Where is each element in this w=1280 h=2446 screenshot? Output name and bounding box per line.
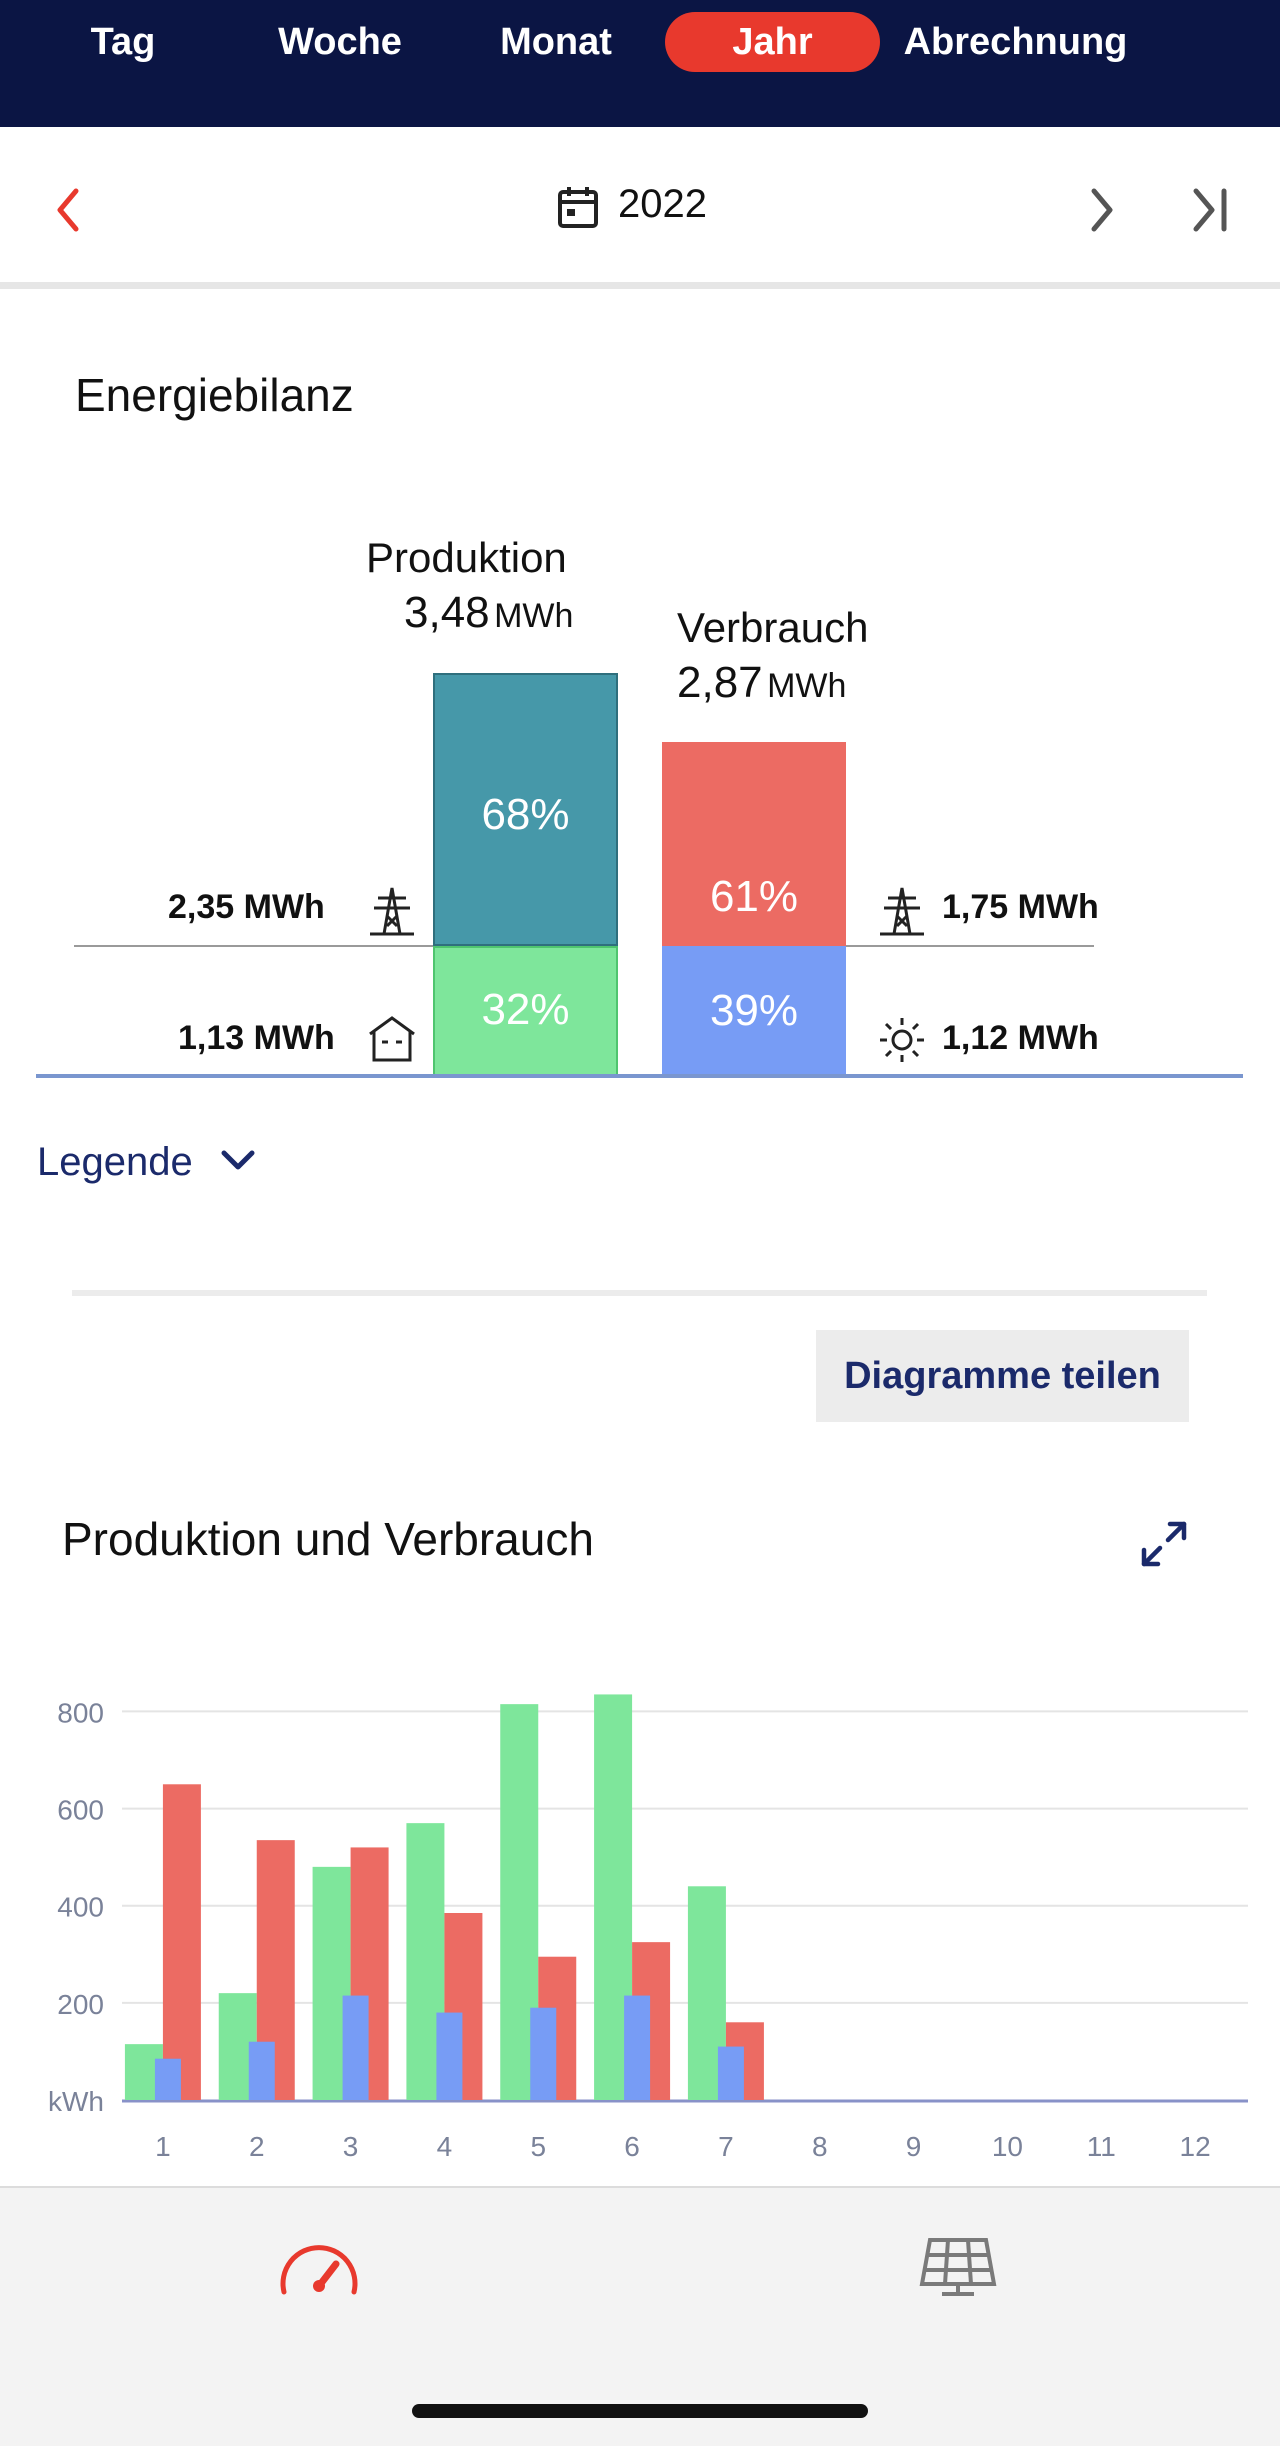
x-tick-label: 7	[718, 2131, 734, 2162]
share-charts-button[interactable]: Diagramme teilen	[816, 1330, 1189, 1422]
chevron-down-icon	[221, 1150, 255, 1170]
tab-month[interactable]: Monat	[500, 21, 612, 63]
chevron-left-icon[interactable]	[48, 183, 92, 237]
baseline	[36, 1074, 1243, 1078]
x-tick-label: 11	[1087, 2131, 1116, 2162]
solar-consumption-bar	[154, 2058, 181, 2100]
expand-icon[interactable]	[1136, 1516, 1192, 1572]
power-pylon-icon	[366, 884, 418, 936]
x-tick-label: 12	[1180, 2131, 1211, 2162]
power-pylon-icon	[876, 884, 928, 936]
y-tick-label: 200	[57, 1989, 104, 2020]
divider-line	[74, 945, 433, 947]
solar-panel-icon[interactable]	[918, 2236, 998, 2296]
bottom-navigation	[0, 2186, 1280, 2446]
self-consumption-value: 1,13 MWh	[178, 1019, 335, 1057]
grid-purchase-value: 1,75 MWh	[942, 888, 1099, 926]
home-indicator	[412, 2404, 868, 2418]
solar-consumption-bar	[436, 2012, 463, 2100]
consumption-grid-segment[interactable]: 61%	[662, 742, 846, 946]
consumption-total: 2,87 MWh	[677, 658, 846, 708]
x-tick-label: 9	[906, 2131, 922, 2162]
solar-consumption-value: 1,12 MWh	[942, 1019, 1099, 1057]
divider	[0, 282, 1280, 289]
skip-to-end-icon[interactable]	[1188, 183, 1234, 237]
consumption-value: 2,87	[677, 658, 763, 707]
production-total: 3,48 MWh	[404, 588, 573, 638]
y-axis-unit-label: kWh	[48, 2086, 104, 2117]
consumption-bar	[162, 1784, 201, 2100]
production-unit: MWh	[494, 597, 574, 635]
x-tick-label: 8	[812, 2131, 828, 2162]
divider	[72, 1290, 1207, 1296]
y-tick-label: 800	[57, 1697, 104, 1728]
sun-icon	[876, 1014, 928, 1066]
consumption-solar-segment[interactable]: 39%	[662, 946, 846, 1076]
production-grid-segment[interactable]: 68%	[433, 673, 618, 946]
production-self-segment[interactable]: 32%	[433, 946, 618, 1076]
chart-title: Produktion und Verbrauch	[62, 1513, 594, 1565]
chevron-right-icon[interactable]	[1080, 183, 1124, 237]
legend-toggle[interactable]: Legende	[37, 1140, 258, 1185]
x-tick-label: 3	[343, 2131, 359, 2162]
x-tick-label: 6	[624, 2131, 640, 2162]
tab-week[interactable]: Woche	[278, 21, 402, 63]
solar-consumption-bar	[530, 2007, 557, 2100]
y-tick-label: 400	[57, 1892, 104, 1923]
x-tick-label: 5	[530, 2131, 546, 2162]
solar-consumption-bar	[624, 1995, 651, 2100]
solar-consumption-bar	[248, 2041, 275, 2100]
consumption-label: Verbrauch	[677, 604, 869, 651]
date-navigation	[0, 127, 1280, 282]
period-tab-bar: Tag Woche Monat Jahr Abrechnung	[0, 0, 1280, 127]
solar-consumption-bar	[342, 1995, 369, 2100]
x-tick-label: 4	[437, 2131, 453, 2162]
production-value: 3,48	[404, 588, 490, 637]
energy-balance-title: Energiebilanz	[75, 369, 354, 421]
consumption-unit: MWh	[767, 667, 847, 705]
y-tick-label: 600	[57, 1795, 104, 1826]
production-label: Produktion	[366, 534, 567, 581]
x-tick-label: 1	[155, 2131, 171, 2162]
dashboard-gauge-icon[interactable]	[276, 2232, 362, 2304]
solar-consumption-bar	[717, 2046, 744, 2100]
house-icon	[366, 1012, 418, 1064]
calendar-icon[interactable]	[556, 185, 600, 231]
tab-day[interactable]: Tag	[90, 21, 156, 63]
divider-line	[846, 945, 1094, 947]
tab-billing[interactable]: Abrechnung	[903, 21, 1128, 63]
tab-year[interactable]: Jahr	[665, 12, 880, 72]
x-tick-label: 10	[992, 2131, 1023, 2162]
selected-year[interactable]: 2022	[618, 182, 707, 226]
x-tick-label: 2	[249, 2131, 265, 2162]
grid-feed-in-value: 2,35 MWh	[168, 888, 325, 926]
legend-toggle-label: Legende	[37, 1140, 193, 1184]
